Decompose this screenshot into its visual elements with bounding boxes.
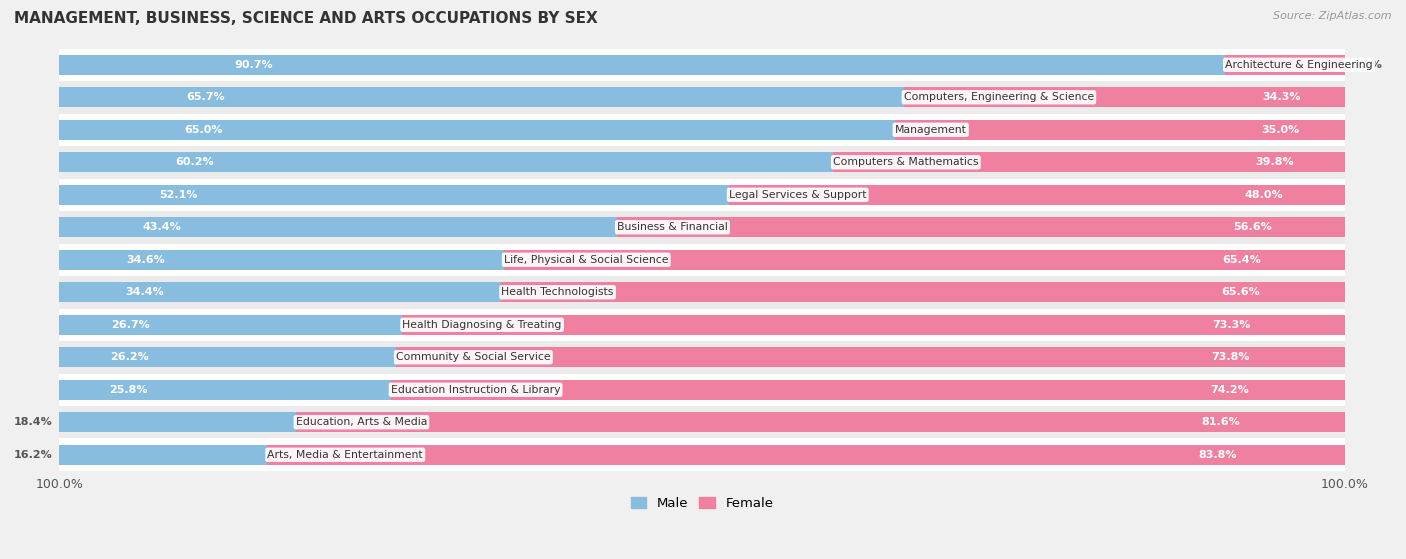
Text: 65.4%: 65.4%	[1222, 255, 1261, 265]
Text: 18.4%: 18.4%	[14, 417, 53, 427]
Legend: Male, Female: Male, Female	[626, 491, 779, 515]
Text: 34.6%: 34.6%	[127, 255, 165, 265]
Bar	[59, 309, 1344, 341]
Bar	[59, 341, 1344, 373]
Bar	[59, 87, 904, 107]
Text: MANAGEMENT, BUSINESS, SCIENCE AND ARTS OCCUPATIONS BY SEX: MANAGEMENT, BUSINESS, SCIENCE AND ARTS O…	[14, 11, 598, 26]
Text: Source: ZipAtlas.com: Source: ZipAtlas.com	[1274, 11, 1392, 21]
Bar	[503, 250, 1344, 270]
Bar	[617, 217, 1344, 238]
Bar	[59, 438, 1344, 471]
Text: 65.6%: 65.6%	[1222, 287, 1260, 297]
Bar	[1225, 55, 1344, 75]
Text: Management: Management	[894, 125, 967, 135]
Text: 48.0%: 48.0%	[1244, 190, 1284, 200]
Text: Computers & Mathematics: Computers & Mathematics	[834, 157, 979, 167]
Text: Community & Social Service: Community & Social Service	[396, 352, 551, 362]
Text: 26.2%: 26.2%	[110, 352, 149, 362]
Bar	[59, 250, 503, 270]
Text: Legal Services & Support: Legal Services & Support	[728, 190, 866, 200]
Text: 16.2%: 16.2%	[14, 450, 53, 459]
Text: 65.7%: 65.7%	[186, 92, 225, 102]
Bar	[402, 315, 1344, 335]
Bar	[59, 282, 502, 302]
Text: 39.8%: 39.8%	[1256, 157, 1294, 167]
Text: 83.8%: 83.8%	[1198, 450, 1237, 459]
Text: Health Technologists: Health Technologists	[502, 287, 614, 297]
Text: 34.3%: 34.3%	[1263, 92, 1301, 102]
Bar	[59, 276, 1344, 309]
Text: Arts, Media & Entertainment: Arts, Media & Entertainment	[267, 450, 423, 459]
Bar	[59, 444, 267, 465]
Bar	[59, 120, 894, 140]
Bar	[59, 211, 1344, 244]
Text: 25.8%: 25.8%	[108, 385, 148, 395]
Bar	[59, 146, 1344, 178]
Text: 35.0%: 35.0%	[1261, 125, 1299, 135]
Bar	[834, 152, 1344, 172]
Bar	[728, 184, 1346, 205]
Bar	[894, 120, 1344, 140]
Bar	[59, 244, 1344, 276]
Text: 9.3%: 9.3%	[1351, 60, 1382, 70]
Text: 73.3%: 73.3%	[1212, 320, 1250, 330]
Bar	[59, 315, 402, 335]
Bar	[59, 113, 1344, 146]
Bar	[295, 412, 1344, 432]
Bar	[59, 81, 1344, 113]
Bar	[904, 87, 1344, 107]
Text: 73.8%: 73.8%	[1212, 352, 1250, 362]
Bar	[502, 282, 1344, 302]
Bar	[59, 380, 391, 400]
Text: Architecture & Engineering: Architecture & Engineering	[1225, 60, 1372, 70]
Bar	[59, 152, 834, 172]
Bar	[391, 380, 1344, 400]
Text: 43.4%: 43.4%	[143, 222, 181, 233]
Bar	[59, 178, 1344, 211]
Text: 74.2%: 74.2%	[1211, 385, 1250, 395]
Text: Business & Financial: Business & Financial	[617, 222, 728, 233]
Text: Computers, Engineering & Science: Computers, Engineering & Science	[904, 92, 1094, 102]
Bar	[59, 373, 1344, 406]
Bar	[59, 347, 396, 367]
Bar	[59, 184, 728, 205]
Text: Health Diagnosing & Treating: Health Diagnosing & Treating	[402, 320, 562, 330]
Bar	[267, 444, 1344, 465]
Text: Education, Arts & Media: Education, Arts & Media	[295, 417, 427, 427]
Bar	[396, 347, 1344, 367]
Bar	[59, 412, 295, 432]
Text: 90.7%: 90.7%	[233, 60, 273, 70]
Text: 60.2%: 60.2%	[176, 157, 214, 167]
Bar	[59, 217, 617, 238]
Bar	[59, 49, 1344, 81]
Text: Life, Physical & Social Science: Life, Physical & Social Science	[503, 255, 668, 265]
Text: 81.6%: 81.6%	[1201, 417, 1240, 427]
Text: 65.0%: 65.0%	[184, 125, 224, 135]
Bar	[59, 406, 1344, 438]
Text: Education Instruction & Library: Education Instruction & Library	[391, 385, 561, 395]
Bar	[59, 55, 1225, 75]
Text: 52.1%: 52.1%	[160, 190, 198, 200]
Text: 26.7%: 26.7%	[111, 320, 149, 330]
Text: 56.6%: 56.6%	[1233, 222, 1272, 233]
Text: 34.4%: 34.4%	[125, 287, 165, 297]
